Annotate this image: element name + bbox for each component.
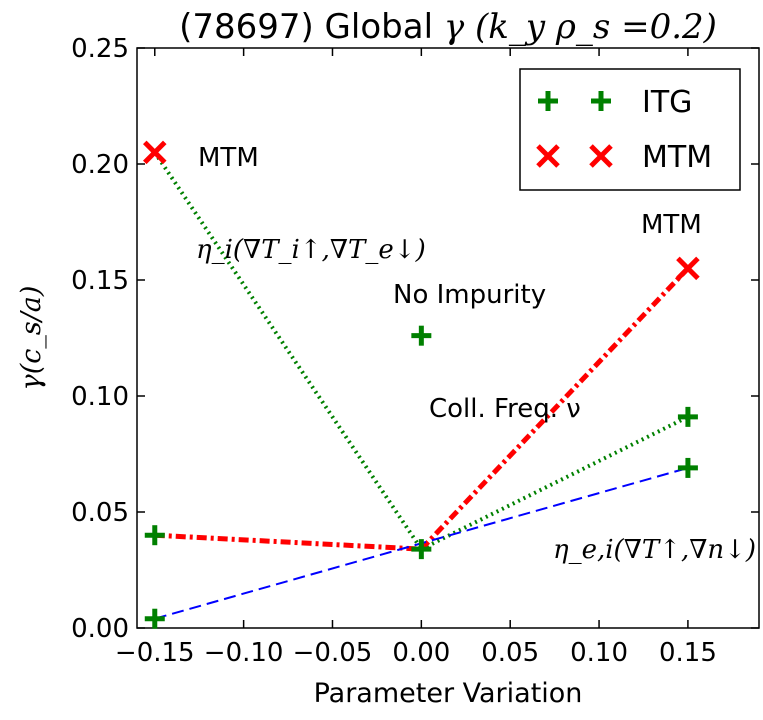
y-tick-label: 0.15: [71, 266, 129, 296]
legend-marker-mtm: [589, 144, 613, 168]
itg-marker: [144, 608, 165, 629]
x-tick-label: 0.15: [659, 638, 717, 668]
x-tick-label: 0.05: [481, 638, 539, 668]
mtm-marker: [143, 140, 167, 165]
legend: ITG MTM: [519, 68, 741, 191]
legend-label-mtm: MTM: [642, 140, 712, 175]
x-axis: −0.15 −0.10 −0.05 0.00 0.05 0.10 0.15: [115, 48, 717, 668]
annotation-eta-i: η_i(∇T_i↑,∇T_e↓): [196, 235, 426, 265]
legend-box: [519, 68, 741, 191]
x-tick-label: −0.15: [115, 638, 195, 668]
y-axis-label: γ(c_s/a): [16, 286, 47, 391]
legend-marker-itg: [538, 91, 558, 111]
annotation-eta-ei: η_e,i(∇T↑,∇n↓): [553, 535, 756, 565]
itg-marker: [411, 539, 432, 560]
chart-title: (78697) Global γ (k_y ρ_s =0.2): [179, 7, 717, 47]
y-tick-label: 0.10: [71, 382, 129, 412]
chart-title-math: γ (k_y ρ_s =0.2): [444, 7, 717, 47]
annotation-no-impurity: No Impurity: [393, 280, 546, 310]
line-eta-i-left: [153, 151, 424, 551]
x-tick-label: −0.05: [293, 638, 373, 668]
itg-marker: [144, 525, 165, 546]
line-coll-right: [419, 266, 690, 551]
x-tick-label: −0.10: [204, 638, 284, 668]
y-tick-label: 0.05: [71, 498, 129, 528]
annotation-mtm-left: MTM: [198, 143, 259, 173]
x-axis-label: Parameter Variation: [314, 678, 583, 709]
line-coll-left: [154, 532, 422, 552]
data-markers: [143, 140, 700, 629]
plot-area: [136, 47, 760, 629]
y-axis: 0.00 0.05 0.10 0.15 0.20 0.25: [71, 34, 759, 644]
itg-marker: [677, 457, 698, 478]
y-tick-label: 0.25: [71, 34, 129, 64]
x-tick-label: 0.10: [570, 638, 628, 668]
y-tick-label: 0.20: [71, 150, 129, 180]
chart-title-main: (78697) Global: [179, 7, 444, 47]
line-eta-i-right: [420, 415, 689, 551]
annotation-mtm-right: MTM: [641, 210, 702, 240]
itg-marker: [411, 325, 432, 346]
legend-marker-mtm: [536, 144, 560, 168]
x-tick-label: 0.00: [392, 638, 450, 668]
y-tick-label: 0.00: [71, 614, 129, 644]
legend-label-itg: ITG: [642, 85, 692, 120]
annotation-coll: Coll. Freq. ν: [429, 394, 581, 424]
legend-items: ITG MTM: [536, 85, 712, 175]
mtm-marker: [676, 256, 700, 281]
legend-marker-itg: [591, 91, 611, 111]
itg-marker: [677, 406, 698, 427]
